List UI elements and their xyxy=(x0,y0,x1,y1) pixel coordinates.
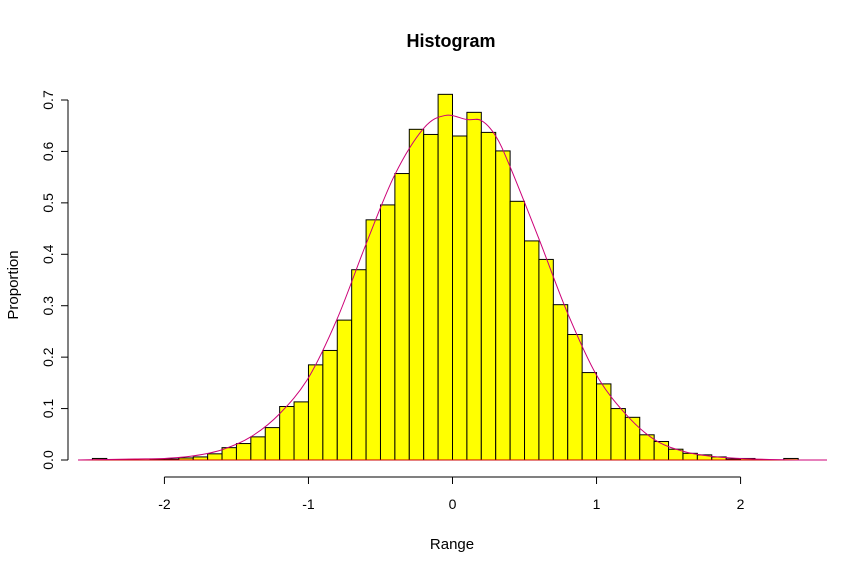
histogram-bar xyxy=(336,319,353,461)
histogram-bar xyxy=(293,401,309,461)
histogram-bar xyxy=(235,443,252,461)
x-axis: -2 -1 0 1 2 xyxy=(158,476,745,512)
y-tick-label: 0.0 xyxy=(40,450,56,470)
y-tick-label: 0.4 xyxy=(40,244,56,264)
x-axis-label: Range xyxy=(430,536,474,553)
x-tick-label: -2 xyxy=(158,496,171,512)
histogram-bar xyxy=(351,269,367,461)
histogram-bar xyxy=(610,408,626,461)
histogram-bar xyxy=(524,240,540,461)
x-tick-label: -1 xyxy=(302,496,315,512)
histogram-bar xyxy=(408,128,425,461)
histogram-bar xyxy=(552,304,569,461)
histogram-bar xyxy=(394,173,410,461)
histogram-bar xyxy=(466,111,482,461)
x-tick-label: 1 xyxy=(593,496,601,512)
y-tick-label: 0.2 xyxy=(40,347,56,367)
y-tick-label: 0.3 xyxy=(40,296,56,316)
bars-group xyxy=(91,93,799,461)
histogram-bar xyxy=(538,258,554,461)
histogram-bar xyxy=(307,364,324,461)
y-tick-label: 0.6 xyxy=(40,141,56,161)
y-tick-label: 0.1 xyxy=(40,399,56,419)
density-curve xyxy=(77,114,828,461)
histogram-bar xyxy=(581,372,598,461)
histogram-bar xyxy=(207,453,223,461)
histogram-bar xyxy=(452,135,468,461)
histogram-bar xyxy=(480,131,497,461)
x-tick-label: 2 xyxy=(737,496,745,512)
y-tick-label: 0.5 xyxy=(40,193,56,213)
histogram-bar xyxy=(437,93,454,461)
histogram-bar xyxy=(495,150,511,461)
y-axis: 0.0 0.1 0.2 0.3 0.4 0.5 0.6 0.7 xyxy=(40,90,69,470)
histogram-bar xyxy=(250,436,266,461)
histogram-bar xyxy=(264,427,281,461)
histogram-bar xyxy=(624,416,641,461)
chart-title: Histogram xyxy=(406,31,495,51)
histogram-bar xyxy=(322,349,338,461)
y-tick-label: 0.7 xyxy=(40,90,56,110)
histogram-bar xyxy=(596,383,612,461)
x-tick-label: 0 xyxy=(449,496,457,512)
histogram-bar xyxy=(365,219,381,461)
histogram-bar xyxy=(279,406,295,461)
y-axis-label: Proportion xyxy=(5,250,22,319)
histogram-bar xyxy=(379,204,396,461)
histogram-bar xyxy=(509,200,526,461)
histogram-bar xyxy=(423,133,439,461)
histogram-bar xyxy=(653,440,670,461)
histogram-bar xyxy=(567,334,583,461)
